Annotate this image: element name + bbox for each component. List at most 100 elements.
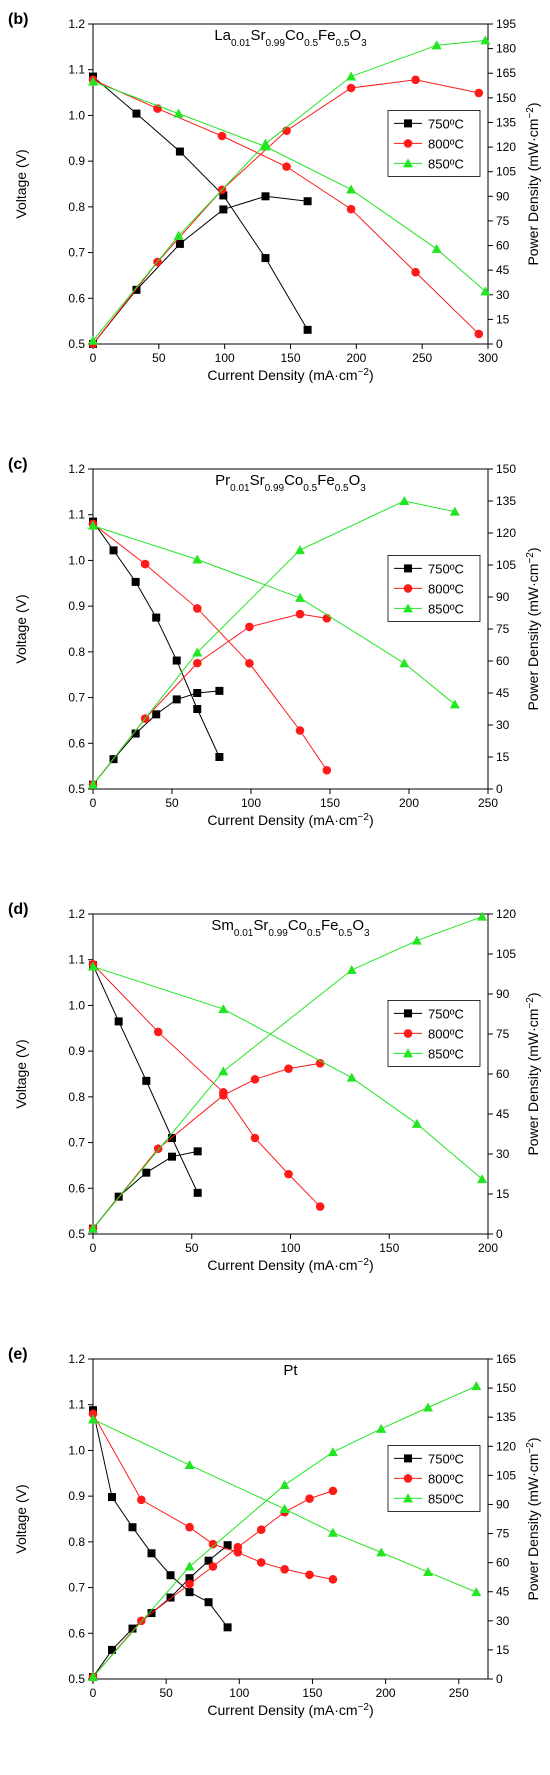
voltage-point — [208, 1539, 218, 1549]
power-point — [184, 1561, 195, 1571]
voltage-point — [477, 1174, 488, 1184]
y-tick-label: 0.8 — [68, 645, 85, 659]
voltage-line — [92, 76, 309, 331]
voltage-point — [128, 1523, 137, 1532]
voltage-point — [88, 1414, 98, 1424]
x-axis-label: Current Density (mA·cm−2) — [207, 1257, 373, 1274]
power-point — [166, 1593, 175, 1602]
x-tick-label: 200 — [399, 796, 419, 810]
voltage-point — [153, 1027, 163, 1037]
power-point — [303, 197, 312, 206]
legend-marker — [403, 1474, 413, 1483]
y-tick-label: 0.8 — [68, 1090, 85, 1104]
y-tick-label: 1.1 — [68, 1398, 85, 1412]
legend-marker — [403, 1048, 413, 1058]
power-point — [480, 35, 491, 45]
voltage-point — [423, 1567, 434, 1577]
voltage-point — [346, 184, 357, 194]
chart-title: La0.01Sr0.99Co0.5Fe0.5O3 — [214, 27, 367, 49]
power-line — [92, 1490, 334, 1678]
y2-tick-label: 120 — [496, 907, 516, 921]
y2-tick-label: 180 — [496, 42, 516, 56]
y-axis-label: Voltage (V) — [13, 594, 29, 663]
y2-tick-label: 45 — [496, 686, 510, 700]
voltage-point — [474, 329, 484, 339]
y-tick-label: 0.5 — [68, 1227, 85, 1241]
legend: 750ºC 800ºC 850ºC — [387, 555, 481, 622]
legend-label: 750ºC — [428, 116, 464, 131]
voltage-line — [92, 966, 483, 1180]
power-point — [153, 1144, 163, 1153]
voltage-point — [411, 1118, 422, 1128]
power-point — [88, 1223, 98, 1233]
power-point — [185, 1579, 194, 1589]
voltage-point — [168, 1134, 176, 1142]
power-point — [173, 230, 184, 240]
voltage-point — [303, 325, 312, 334]
y2-tick-label: 195 — [496, 17, 516, 31]
y2-tick-label: 15 — [496, 312, 510, 326]
x-tick-label: 250 — [449, 1686, 469, 1700]
power-line — [92, 1385, 477, 1678]
voltage-point — [147, 1549, 156, 1558]
voltage-point — [328, 1575, 338, 1584]
power-line — [92, 1150, 198, 1229]
power-point — [168, 1152, 176, 1161]
y-tick-label: 0.7 — [68, 1581, 85, 1595]
x-tick-label: 200 — [346, 351, 366, 365]
voltage-point — [88, 1409, 98, 1419]
power-point — [294, 545, 305, 555]
x-tick-label: 150 — [280, 351, 300, 365]
y2-tick-label: 165 — [496, 66, 516, 80]
x-tick-label: 300 — [478, 351, 498, 365]
y2-tick-label: 135 — [496, 1410, 516, 1424]
legend-label: 750ºC — [428, 1451, 464, 1466]
voltage-point — [399, 658, 410, 668]
series-1 — [88, 519, 332, 790]
power-line — [92, 195, 308, 345]
voltage-point — [193, 1188, 202, 1197]
power-point — [215, 686, 224, 695]
x-tick-label: 250 — [412, 351, 432, 365]
legend-marker — [403, 603, 413, 613]
y-tick-label: 1.0 — [68, 108, 85, 122]
power-point — [204, 1556, 213, 1565]
y-tick-label: 1.1 — [68, 508, 85, 522]
voltage-point — [192, 604, 202, 613]
voltage-point — [280, 1564, 289, 1574]
voltage-point — [175, 147, 184, 156]
power-point — [172, 695, 181, 704]
y-tick-label: 0.9 — [68, 599, 85, 613]
y2-tick-label: 120 — [496, 1439, 516, 1453]
y-axis-label: Voltage (V) — [13, 1039, 29, 1108]
y-tick-label: 0.7 — [68, 691, 85, 705]
y-axis-label: Voltage (V) — [13, 1484, 29, 1553]
voltage-point — [152, 613, 161, 622]
y-axis-label: Voltage (V) — [13, 149, 29, 218]
y-tick-label: 0.8 — [68, 1535, 85, 1549]
power-point — [449, 506, 460, 516]
power-point — [245, 622, 254, 632]
chart-panel-e: (e)Pt0 50 100 150 200 2500.50.60.70.80.91.01.… — [8, 1346, 541, 1718]
voltage-point — [284, 1169, 293, 1179]
voltage-point — [245, 658, 254, 668]
voltage-point — [256, 1558, 266, 1567]
y2-tick-label: 135 — [496, 494, 516, 508]
voltage-point — [250, 1133, 260, 1143]
y-tick-label: 0.5 — [68, 1672, 85, 1686]
voltage-point — [192, 554, 203, 564]
power-point — [256, 1525, 266, 1534]
legend: 750ºC 800ºC 850ºC — [387, 1000, 481, 1067]
power-point — [185, 1574, 194, 1583]
power-point — [175, 239, 184, 248]
legend-marker — [403, 1493, 413, 1503]
voltage-point — [136, 1495, 146, 1505]
legend-marker — [404, 119, 412, 128]
voltage-point — [294, 592, 305, 602]
power-point — [284, 1064, 293, 1073]
plot-frame — [92, 913, 489, 1235]
x-tick-label: 0 — [90, 351, 97, 365]
legend-label: 750ºC — [428, 561, 464, 576]
chart-title: Sm0.01Sr0.99Co0.5Fe0.5O3 — [211, 917, 370, 939]
y2-axis-label: Power Density (mW·cm−2) — [525, 992, 542, 1155]
